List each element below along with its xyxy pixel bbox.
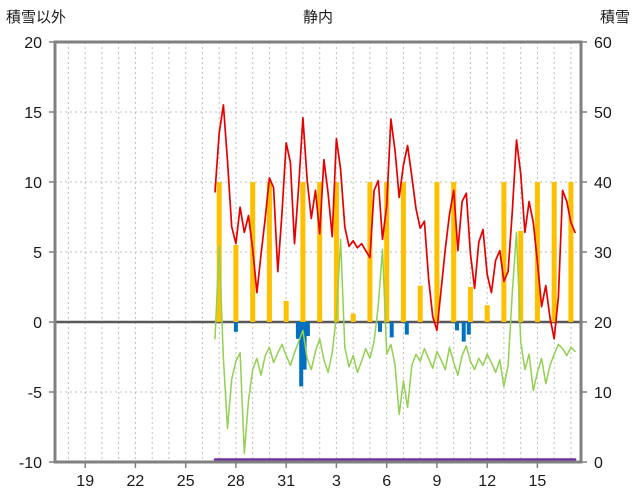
y-right-tick-label: 0 (594, 455, 603, 472)
temp-green-line (214, 231, 576, 455)
y-right-labels: 60 50 40 30 20 10 0 (582, 35, 612, 472)
y-right-tick-label: 10 (594, 385, 612, 402)
y-left-tick-label: 0 (33, 315, 42, 332)
temp-red-line (214, 104, 576, 340)
x-tick-label: 15 (529, 473, 547, 490)
x-tick-label: 22 (127, 473, 145, 490)
y-right-tick-label: 30 (594, 245, 612, 262)
x-tick-label: 28 (227, 473, 245, 490)
y-right-tick-label: 20 (594, 315, 612, 332)
y-left-tick-label: -5 (28, 385, 42, 402)
y-right-tick-label: 50 (594, 105, 612, 122)
y-left-tick-label: 20 (24, 35, 42, 52)
y-left-tick-label: 10 (24, 175, 42, 192)
y-right-tick-label: 40 (594, 175, 612, 192)
right-axis-title: 積雪 (599, 9, 630, 26)
y-right-tick-label: 60 (594, 35, 612, 52)
x-tick-label: 6 (382, 473, 391, 490)
x-tick-label: 19 (76, 473, 94, 490)
precipitation-bars (233, 322, 471, 387)
plot-border (53, 40, 583, 464)
x-tick-label: 31 (277, 473, 295, 490)
x-tick-label: 25 (177, 473, 195, 490)
left-axis-title: 積雪以外 (6, 9, 67, 26)
y-left-tick-label: 15 (24, 105, 42, 122)
x-tick-label: 9 (432, 473, 441, 490)
x-axis-labels: 19 22 25 28 31 3 6 9 12 15 (76, 463, 547, 490)
y-left-tick-label: 5 (33, 245, 42, 262)
y-left-tick-label: -10 (19, 455, 42, 472)
x-tick-label: 3 (332, 473, 341, 490)
y-left-labels: 20 15 10 5 0 -5 -10 (19, 35, 54, 472)
x-tick-label: 12 (478, 473, 496, 490)
